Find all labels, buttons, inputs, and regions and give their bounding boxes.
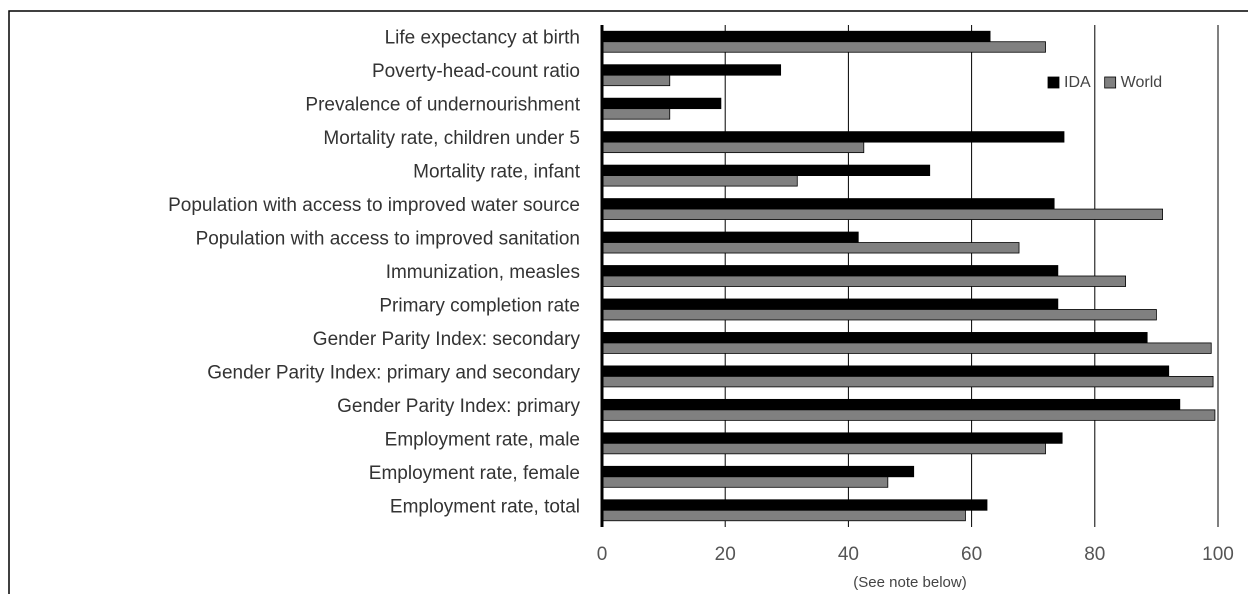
bar xyxy=(601,309,1157,321)
bar xyxy=(601,198,1055,210)
bar xyxy=(601,509,966,522)
y-tick-label: Gender Parity Index: primary and seconda… xyxy=(207,362,580,383)
bar xyxy=(601,231,859,243)
y-tick-label: Employment rate, male xyxy=(385,429,580,450)
bar xyxy=(601,141,865,154)
bar xyxy=(601,375,1214,388)
bar xyxy=(601,275,1126,287)
bar xyxy=(601,332,1148,344)
frame xyxy=(8,10,1248,594)
bar xyxy=(601,41,1046,53)
y-tick-label: Poverty-head-count ratio xyxy=(372,61,580,82)
bar xyxy=(601,432,1063,444)
bar xyxy=(601,108,671,120)
y-tick-label: Immunization, measles xyxy=(386,262,580,283)
y-tick-label: Employment rate, female xyxy=(369,463,580,484)
bar xyxy=(601,131,1065,143)
bar xyxy=(601,398,1181,411)
bar xyxy=(601,476,889,488)
bar xyxy=(601,164,931,177)
y-tick-label: Employment rate, total xyxy=(390,496,580,517)
bar xyxy=(601,342,1212,354)
y-tick-label: Population with access to improved sanit… xyxy=(196,229,580,250)
y-tick-label: Mortality rate, children under 5 xyxy=(323,128,580,149)
bar xyxy=(601,175,798,187)
bar xyxy=(601,442,1046,455)
bar xyxy=(601,365,1170,377)
x-tick-label: 100 xyxy=(1202,544,1234,565)
bar xyxy=(601,64,782,76)
y-tick-label: Prevalence of undernourishment xyxy=(305,95,580,116)
y-tick-label: Life expectancy at birth xyxy=(385,28,580,49)
bar xyxy=(601,465,915,478)
y-tick-label: Gender Parity Index: secondary xyxy=(313,329,581,350)
bar xyxy=(601,242,1020,254)
x-tick-label: 40 xyxy=(838,544,859,565)
x-tick-label: 0 xyxy=(597,544,608,565)
legend-label: IDA xyxy=(1064,74,1091,91)
bar xyxy=(601,265,1059,277)
x-tick-label: 80 xyxy=(1084,544,1105,565)
x-tick-label: 20 xyxy=(715,544,736,565)
legend-swatch xyxy=(1047,76,1060,89)
y-tick-label: Gender Parity Index: primary xyxy=(337,396,580,417)
legend-swatch xyxy=(1104,76,1117,89)
bar xyxy=(601,97,722,110)
bar xyxy=(601,409,1216,421)
x-axis-label: (See note below) xyxy=(853,574,966,591)
y-tick-label: Population with access to improved water… xyxy=(168,195,580,216)
bar xyxy=(601,298,1059,310)
y-tick-label: Mortality rate, infant xyxy=(413,162,581,183)
legend-label: World xyxy=(1121,74,1163,91)
bar xyxy=(601,74,671,87)
bar xyxy=(601,30,991,43)
bar xyxy=(601,499,988,511)
y-tick-label: Primary completion rate xyxy=(379,295,580,316)
bar xyxy=(601,208,1163,220)
x-tick-label: 60 xyxy=(961,544,982,565)
